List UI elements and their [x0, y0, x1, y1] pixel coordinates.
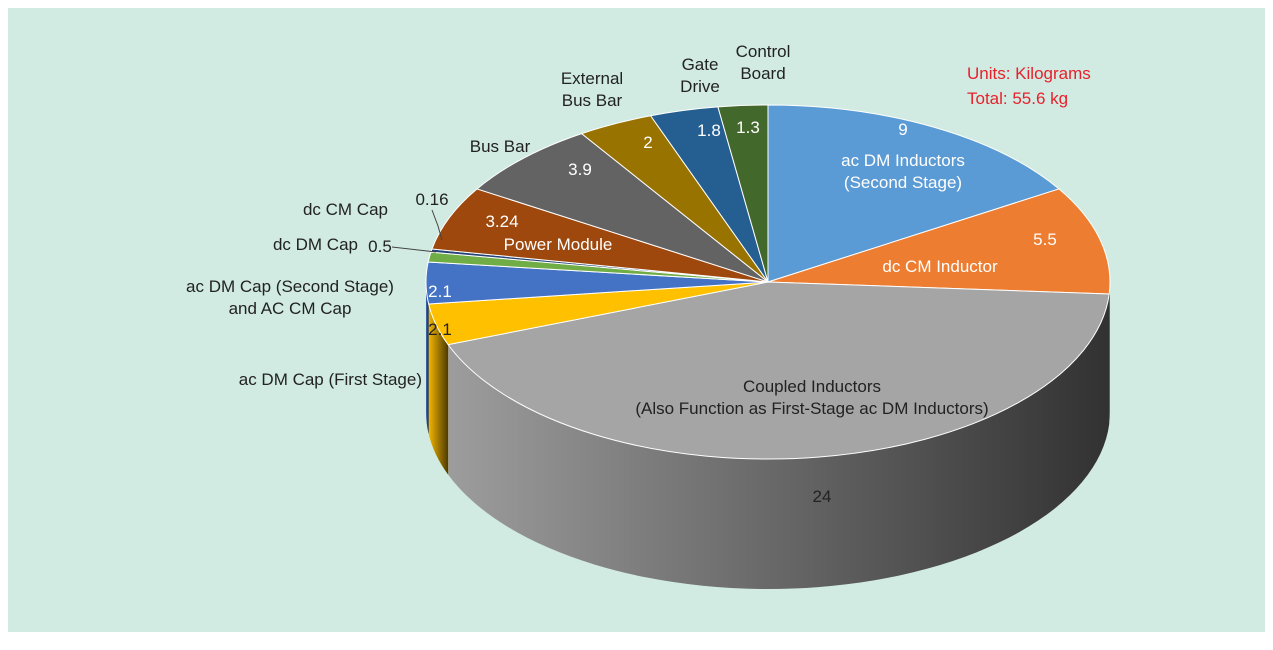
value-label: 1.3 [736, 118, 760, 137]
slice [767, 104, 1060, 283]
side-shade [428, 303, 449, 475]
value-label: 3.24 [485, 212, 519, 231]
value-label: 9 [898, 120, 908, 139]
category-label: Coupled Inductors (Also Function as Firs… [635, 377, 989, 418]
category-label: External Bus Bar [560, 69, 624, 110]
value-label: 5.5 [1033, 230, 1057, 249]
category-label: ac DM Cap (First Stage) [238, 370, 422, 389]
category-label: dc DM Cap [272, 235, 358, 254]
slice [767, 188, 1111, 295]
leader-line [431, 209, 443, 241]
slice [717, 104, 769, 283]
side-shade [448, 293, 1110, 589]
value-label: 1.8 [697, 121, 721, 140]
value-label: 2 [643, 133, 653, 152]
annotation: Total: 55.6 kg [967, 89, 1069, 108]
value-label: 24 [812, 487, 832, 506]
slice [476, 133, 769, 283]
slice [447, 281, 1110, 460]
value-label: 3.9 [568, 160, 592, 179]
category-label: dc CM Cap [302, 200, 388, 219]
leader-line [391, 246, 437, 253]
value-label: 2.1 [428, 320, 452, 339]
category-label: Power Module [503, 235, 613, 254]
category-label: ac DM Inductors (Second Stage) [841, 151, 965, 192]
side-shade [1109, 282, 1110, 424]
value-label: 0.5 [368, 237, 392, 256]
category-label: Control Board [735, 42, 791, 83]
category-label: ac DM Cap (Second Stage) and AC CM Cap [186, 277, 394, 318]
value-label: 0.16 [415, 190, 449, 209]
side-shade [426, 282, 429, 434]
annotation: Units: Kilograms [967, 64, 1091, 83]
category-label: dc CM Inductor [882, 257, 998, 276]
category-label: Bus Bar [469, 137, 531, 156]
slice [431, 188, 769, 283]
category-label: Gate Drive [680, 55, 720, 96]
value-label: 2.1 [428, 282, 452, 301]
